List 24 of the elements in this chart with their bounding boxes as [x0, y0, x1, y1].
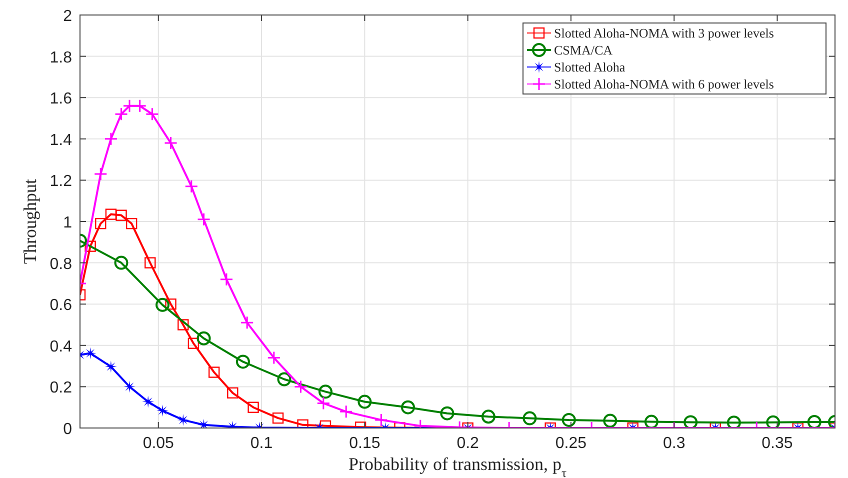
y-tick-label: 0.4: [50, 338, 72, 356]
y-tick-label: 0.8: [50, 256, 72, 273]
x-tick-label: 0.25: [555, 435, 587, 452]
x-tick-label: 0.2: [456, 435, 480, 452]
legend-label: Slotted Aloha-NOMA with 6 power levels: [554, 76, 774, 92]
y-tick-label: 1: [63, 214, 72, 232]
x-tick-label: 0.3: [662, 435, 686, 452]
y-tick-label: 1.4: [50, 132, 72, 149]
y-tick-label: 2: [63, 8, 72, 25]
y-tick-label: 0.2: [50, 380, 72, 397]
y-tick-label: 0.6: [50, 297, 72, 314]
y-tick-label: 1.8: [50, 49, 72, 66]
y-axis-title: Throughput: [20, 179, 40, 264]
legend-label: CSMA/CA: [554, 42, 614, 58]
x-axis-title: Probability of transmission, p$_{τ}$: [348, 454, 567, 478]
y-tick-label: 0: [63, 421, 72, 438]
x-tick-label: 0.1: [250, 435, 273, 452]
x-tick-label: 0.05: [142, 435, 174, 452]
y-tick-label: 1.6: [50, 90, 72, 108]
x-tick-label: 0.15: [349, 435, 380, 452]
legend-label: Slotted Aloha: [554, 60, 626, 74]
x-tick-label: 0.35: [762, 435, 793, 452]
y-tick-label: 1.2: [50, 173, 72, 190]
legend-label: Slotted Aloha-NOMA with 3 power levels: [554, 26, 774, 40]
